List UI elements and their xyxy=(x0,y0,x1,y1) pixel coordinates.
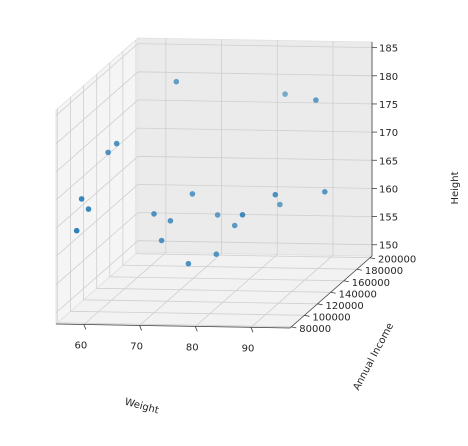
y-tick-mark xyxy=(369,257,376,260)
z-gridline xyxy=(55,127,373,201)
z-gridline xyxy=(55,71,373,145)
z-gridline xyxy=(55,240,373,314)
data-point xyxy=(73,227,80,234)
data-point xyxy=(189,191,196,197)
y-tick-mark xyxy=(304,314,310,317)
y-tick-mark xyxy=(356,268,362,271)
data-point xyxy=(85,206,92,212)
data-point xyxy=(113,140,120,147)
z-tick-label: 150 xyxy=(379,241,398,252)
data-point xyxy=(239,212,246,218)
y-tick-label: 100000 xyxy=(312,312,350,323)
z-axis-label: Height xyxy=(450,171,461,204)
z-tick-label: 160 xyxy=(379,184,398,195)
z-tick-label: 170 xyxy=(379,128,398,139)
z-tick-label: 155 xyxy=(379,213,398,224)
z-gridline xyxy=(55,43,373,116)
y-tick-mark xyxy=(343,280,349,283)
data-point xyxy=(282,91,288,97)
x-tick-label: 60 xyxy=(74,340,87,351)
x-tick-label: 80 xyxy=(186,342,199,353)
y-gridline xyxy=(83,85,318,305)
data-point xyxy=(78,196,85,202)
y-tick-label: 160000 xyxy=(352,278,390,289)
data-point xyxy=(272,191,279,198)
y-tick-label: 140000 xyxy=(339,289,377,300)
z-tick-label: 185 xyxy=(379,44,398,55)
data-point xyxy=(158,237,165,244)
x-tick-mark xyxy=(83,324,87,330)
y-tick-label: 200000 xyxy=(378,255,416,266)
data-point xyxy=(322,189,328,195)
y-tick-label: 180000 xyxy=(365,266,403,277)
z-gridline xyxy=(55,212,373,285)
x-tick-label: 70 xyxy=(130,341,143,352)
z-gridline xyxy=(55,99,373,173)
y-tick-label: 80000 xyxy=(299,324,331,335)
z-tick-label: 175 xyxy=(379,100,398,111)
data-point xyxy=(105,149,111,156)
axis-panes xyxy=(54,37,374,329)
data-point xyxy=(185,260,192,267)
data-points xyxy=(73,78,328,267)
y-tick-mark xyxy=(330,291,336,294)
x-tick-mark xyxy=(139,325,142,331)
data-point xyxy=(151,211,157,217)
back-wall-pane xyxy=(137,37,373,257)
y-gridline xyxy=(96,74,331,293)
data-point xyxy=(167,218,174,224)
y-gridline xyxy=(122,51,357,270)
y-axis-label: Annual Income xyxy=(351,321,396,392)
y-tick-label: 120000 xyxy=(326,301,364,312)
y-gridline xyxy=(109,62,344,282)
y-gridline xyxy=(70,97,305,316)
data-point xyxy=(213,251,220,257)
grid-lines xyxy=(55,38,373,328)
z-tick-label: 165 xyxy=(379,156,398,167)
data-point xyxy=(313,97,319,103)
x-tick-mark xyxy=(194,326,198,332)
data-point xyxy=(277,201,283,208)
z-gridline xyxy=(55,183,373,257)
tick-labels: 60 70 80 9080000100000120000140000160000180… xyxy=(74,44,416,355)
x-tick-label: 90 xyxy=(242,343,255,354)
z-tick-label: 180 xyxy=(379,72,398,83)
data-point xyxy=(231,222,238,229)
y-tick-mark xyxy=(317,303,323,306)
data-point xyxy=(173,78,180,85)
x-axis-label: Weight xyxy=(123,397,160,417)
y-tick-mark xyxy=(291,326,297,329)
y-gridline xyxy=(56,108,292,328)
x-tick-mark xyxy=(250,327,254,333)
z-gridline xyxy=(55,155,373,229)
data-point xyxy=(214,212,221,218)
y-gridline xyxy=(135,39,371,259)
